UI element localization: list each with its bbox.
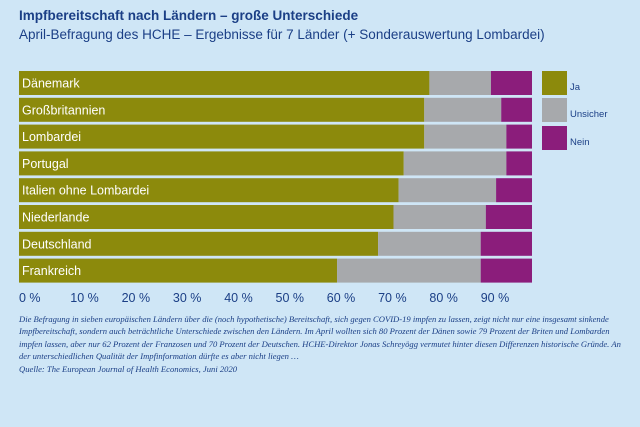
- bar-ja-1: [19, 97, 425, 122]
- x-tick-label: 80 %: [429, 291, 458, 305]
- bar-ja-2: [19, 124, 425, 149]
- legend-swatch-nein: [542, 126, 567, 150]
- x-tick-label: 50 %: [276, 291, 305, 305]
- bar-label: Niederlande: [22, 211, 89, 225]
- caption-text: Die Befragung in sieben europäischen Län…: [19, 314, 621, 362]
- bar-unsicher-3: [403, 151, 507, 176]
- x-tick-label: 40 %: [224, 291, 253, 305]
- caption-source: Quelle: The European Journal of Health E…: [19, 363, 238, 374]
- bar-ja-6: [19, 231, 379, 256]
- chart-title: Impfbereitschaft nach Ländern – große Un…: [19, 8, 359, 23]
- bar-unsicher-2: [424, 124, 507, 149]
- x-tick-label: 90 %: [481, 291, 510, 305]
- bar-label: Frankreich: [22, 264, 81, 278]
- legend-label-unsicher: Unsicher: [570, 109, 608, 120]
- bar-unsicher-1: [424, 97, 502, 122]
- legend-swatch-ja: [542, 71, 567, 95]
- bar-unsicher-7: [337, 258, 481, 283]
- bar-nein-4: [496, 178, 532, 203]
- bar-nein-1: [501, 97, 532, 122]
- bar-ja-0: [19, 71, 430, 95]
- bar-label: Deutschland: [22, 237, 92, 251]
- legend-label-nein: Nein: [570, 137, 590, 148]
- x-tick-label: 70 %: [378, 291, 407, 305]
- chart-subtitle: April-Befragung des HCHE – Ergebnisse fü…: [19, 27, 545, 42]
- bar-ja-5: [19, 205, 394, 229]
- bar-nein-7: [480, 258, 532, 283]
- bar-nein-5: [485, 205, 532, 229]
- bar-ja-4: [19, 178, 399, 203]
- bar-unsicher-4: [398, 178, 497, 203]
- x-tick-label: 20 %: [122, 291, 151, 305]
- caption: Die Befragung in sieben europäischen Län…: [19, 313, 621, 375]
- bar-nein-3: [506, 151, 532, 176]
- bar-ja-3: [19, 151, 404, 176]
- legend-swatch-unsicher: [542, 98, 567, 122]
- bar-label: Italien ohne Lombardei: [22, 184, 149, 198]
- bar-nein-6: [480, 231, 532, 256]
- bar-unsicher-6: [378, 231, 481, 256]
- legend-label-ja: Ja: [570, 82, 581, 93]
- bar-label: Großbritannien: [22, 103, 105, 117]
- bar-ja-7: [19, 258, 338, 283]
- stacked-bar-chart: Dänemark Großbritannien Lombardei Portugal I…: [19, 71, 608, 305]
- x-tick-label: 10 %: [70, 291, 99, 305]
- bar-label: Portugal: [22, 157, 69, 171]
- bar-nein-0: [490, 71, 532, 95]
- x-tick-label: 0 %: [19, 291, 41, 305]
- bar-label: Lombardei: [22, 130, 81, 144]
- x-tick-label: 60 %: [327, 291, 356, 305]
- x-tick-label: 30 %: [173, 291, 202, 305]
- bar-unsicher-5: [393, 205, 486, 229]
- bar-unsicher-0: [429, 71, 491, 95]
- bar-nein-2: [506, 124, 532, 149]
- bar-label: Dänemark: [22, 77, 80, 91]
